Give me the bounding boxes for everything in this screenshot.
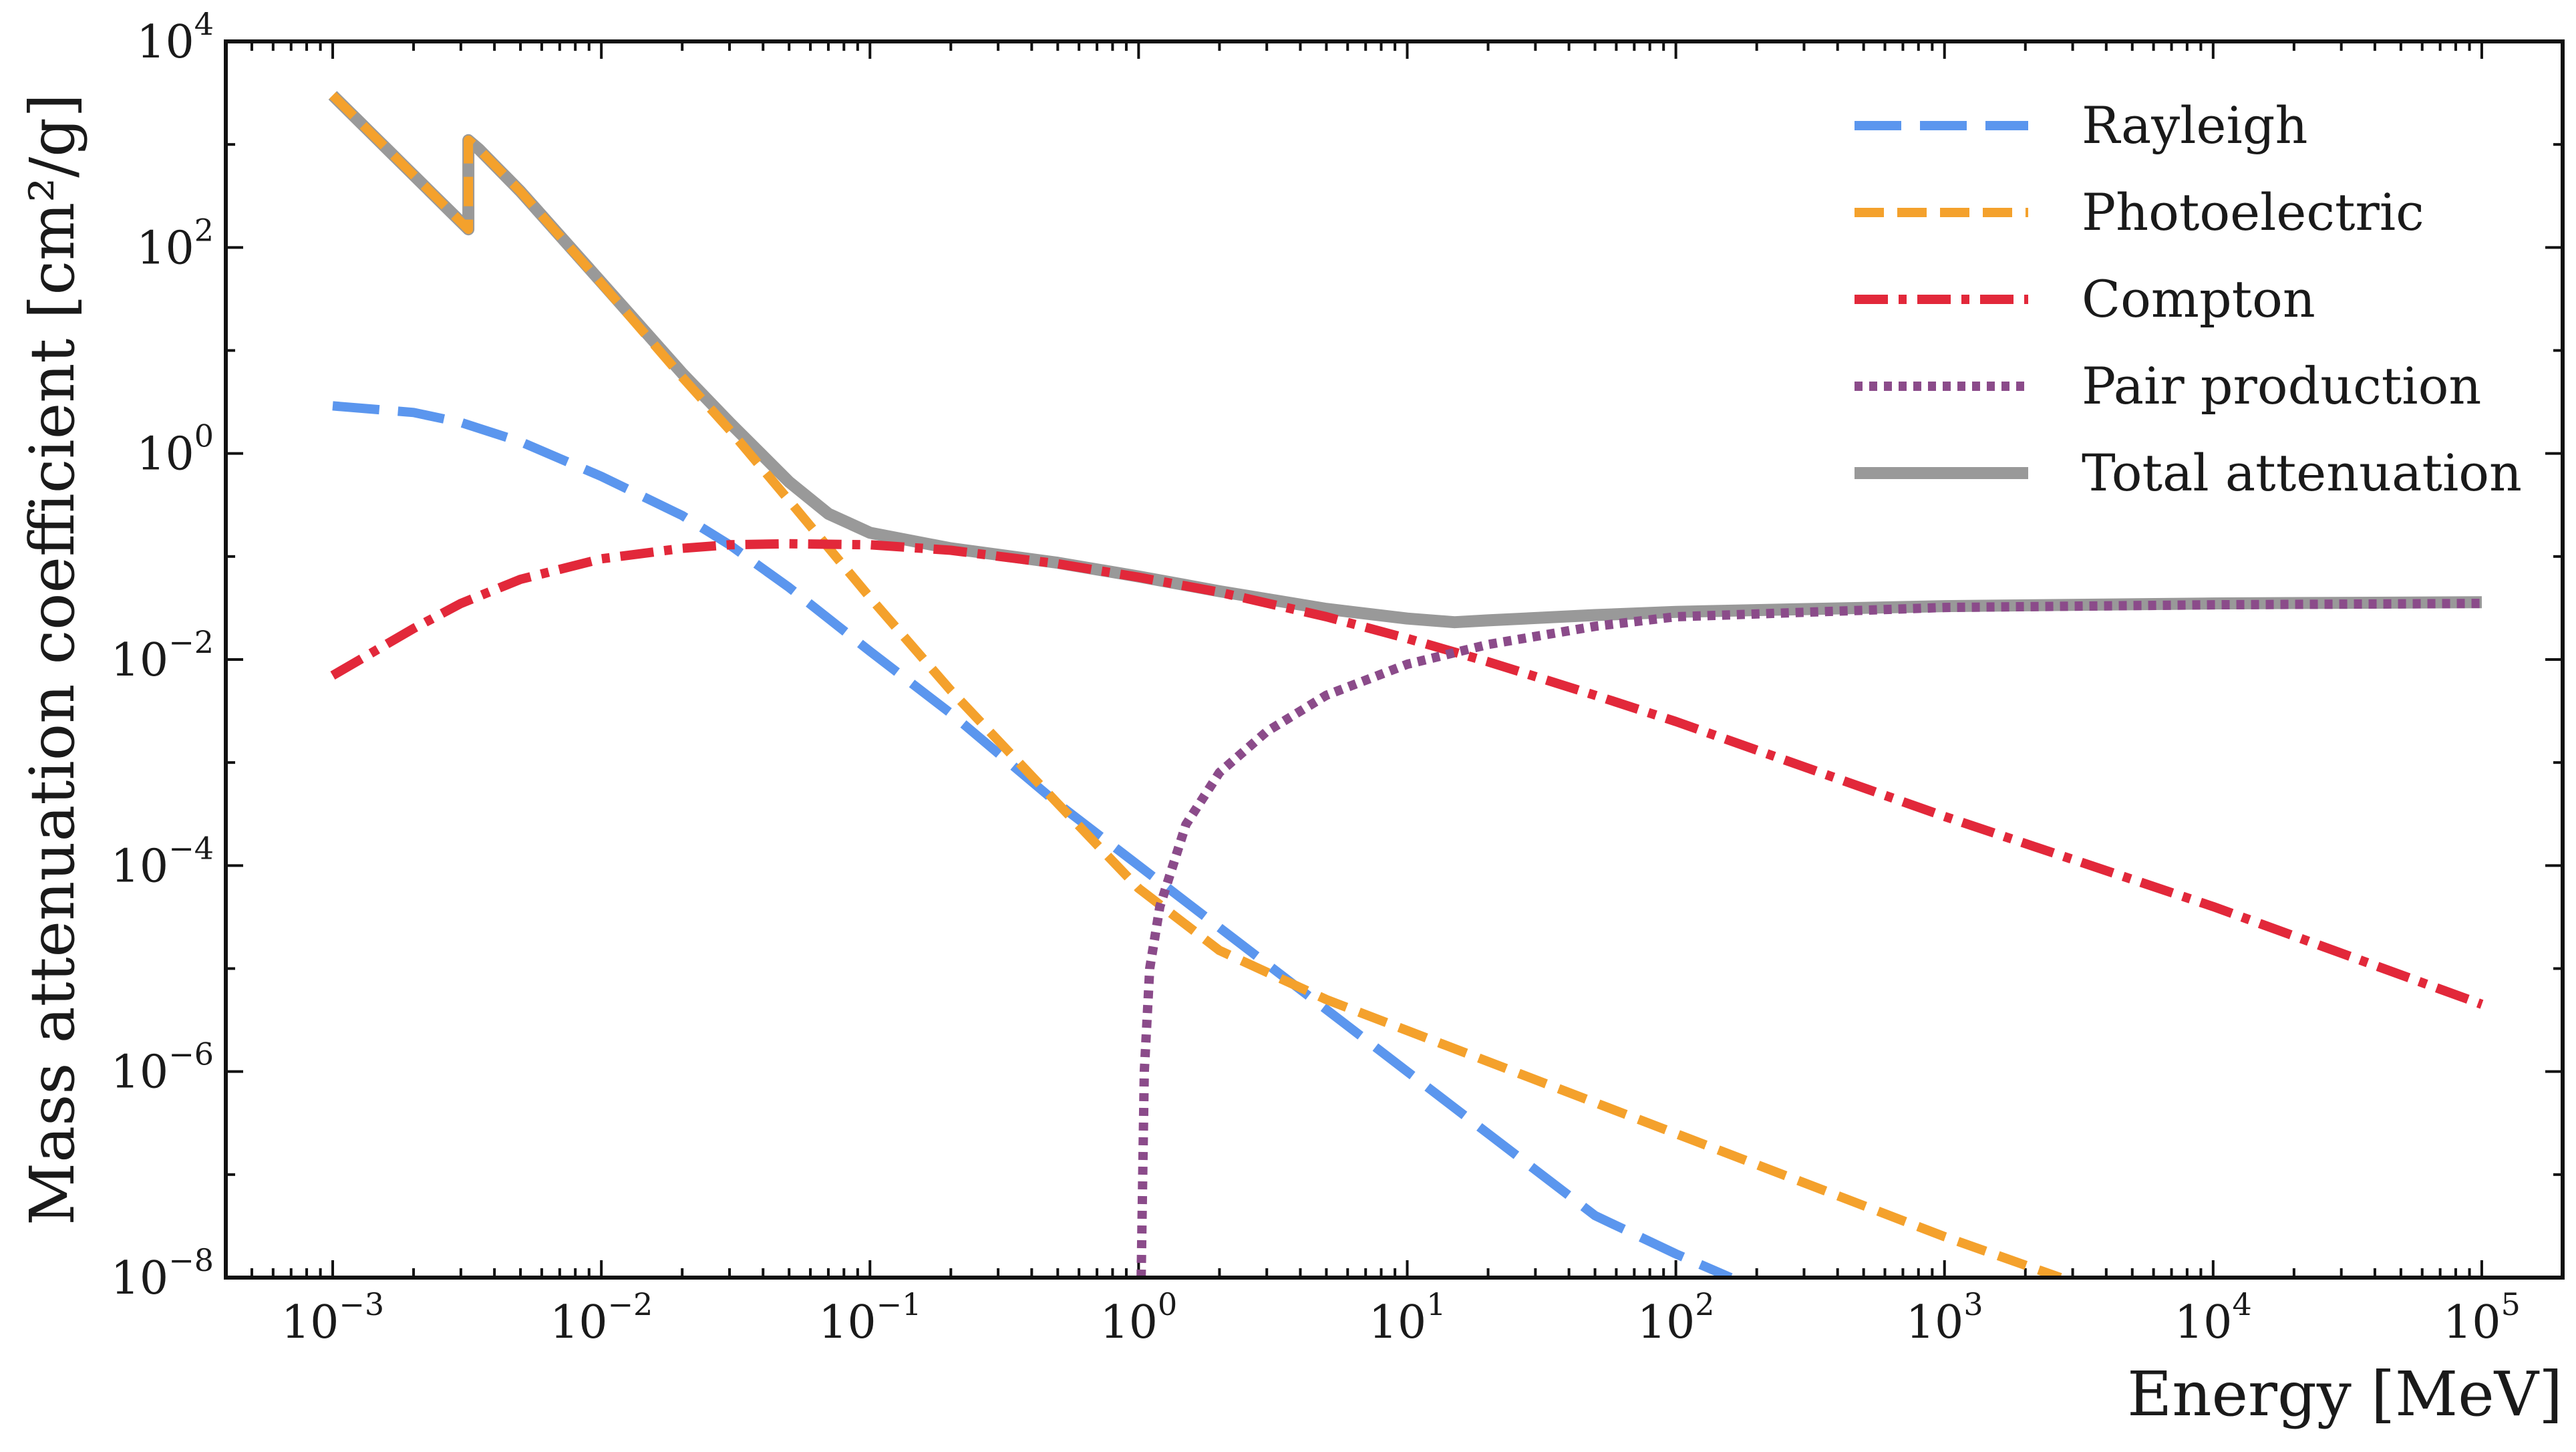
legend-label: Photoelectric <box>2082 182 2424 242</box>
y-axis-label: Mass attenuation coefficient [cm²/g] <box>17 94 88 1225</box>
y-tick-label: 100 <box>136 418 214 481</box>
series-line-photoelectric <box>329 92 2062 1278</box>
x-tick-label: 10−2 <box>550 1286 653 1349</box>
y-tick-label: 102 <box>136 212 214 275</box>
x-axis-label: Energy [MeV] <box>2127 1358 2563 1430</box>
legend-label: Compton <box>2082 269 2315 329</box>
plot-frame <box>224 39 2565 1280</box>
x-tick-label: 102 <box>1637 1286 1715 1349</box>
y-tick-label: 10−4 <box>111 830 214 893</box>
x-tick-label: 101 <box>1369 1286 1446 1349</box>
plot-series <box>328 91 2484 1278</box>
x-tick-label: 10−3 <box>281 1286 384 1349</box>
x-tick-label: 100 <box>1100 1286 1177 1349</box>
legend: Rayleigh Photoelectric Compton Pair product… <box>1855 96 2522 502</box>
legend-label: Pair production <box>2082 356 2481 416</box>
x-tick-label: 103 <box>1906 1286 1983 1349</box>
y-tick-label: 104 <box>136 6 214 69</box>
x-tick-label: 105 <box>2443 1286 2521 1349</box>
x-tick-label: 10−1 <box>818 1286 921 1349</box>
series-line-rayleigh <box>332 401 1733 1278</box>
legend-label: Total attenuation <box>2082 443 2522 502</box>
y-tick-label: 10−6 <box>111 1036 214 1099</box>
y-tick-label: 10−8 <box>111 1242 214 1305</box>
y-tick-labels: 10−8 10−6 10−4 10−2 100 102 104 <box>111 6 214 1305</box>
x-tick-labels: 10−3 10−2 10−1 100 101 102 103 104 105 <box>281 1286 2521 1349</box>
legend-label: Rayleigh <box>2082 96 2307 155</box>
series-line-pair-production <box>1136 599 2482 1278</box>
y-tick-label: 10−2 <box>111 624 214 687</box>
series-line-compton <box>330 539 2484 1009</box>
x-tick-label: 104 <box>2175 1286 2252 1349</box>
